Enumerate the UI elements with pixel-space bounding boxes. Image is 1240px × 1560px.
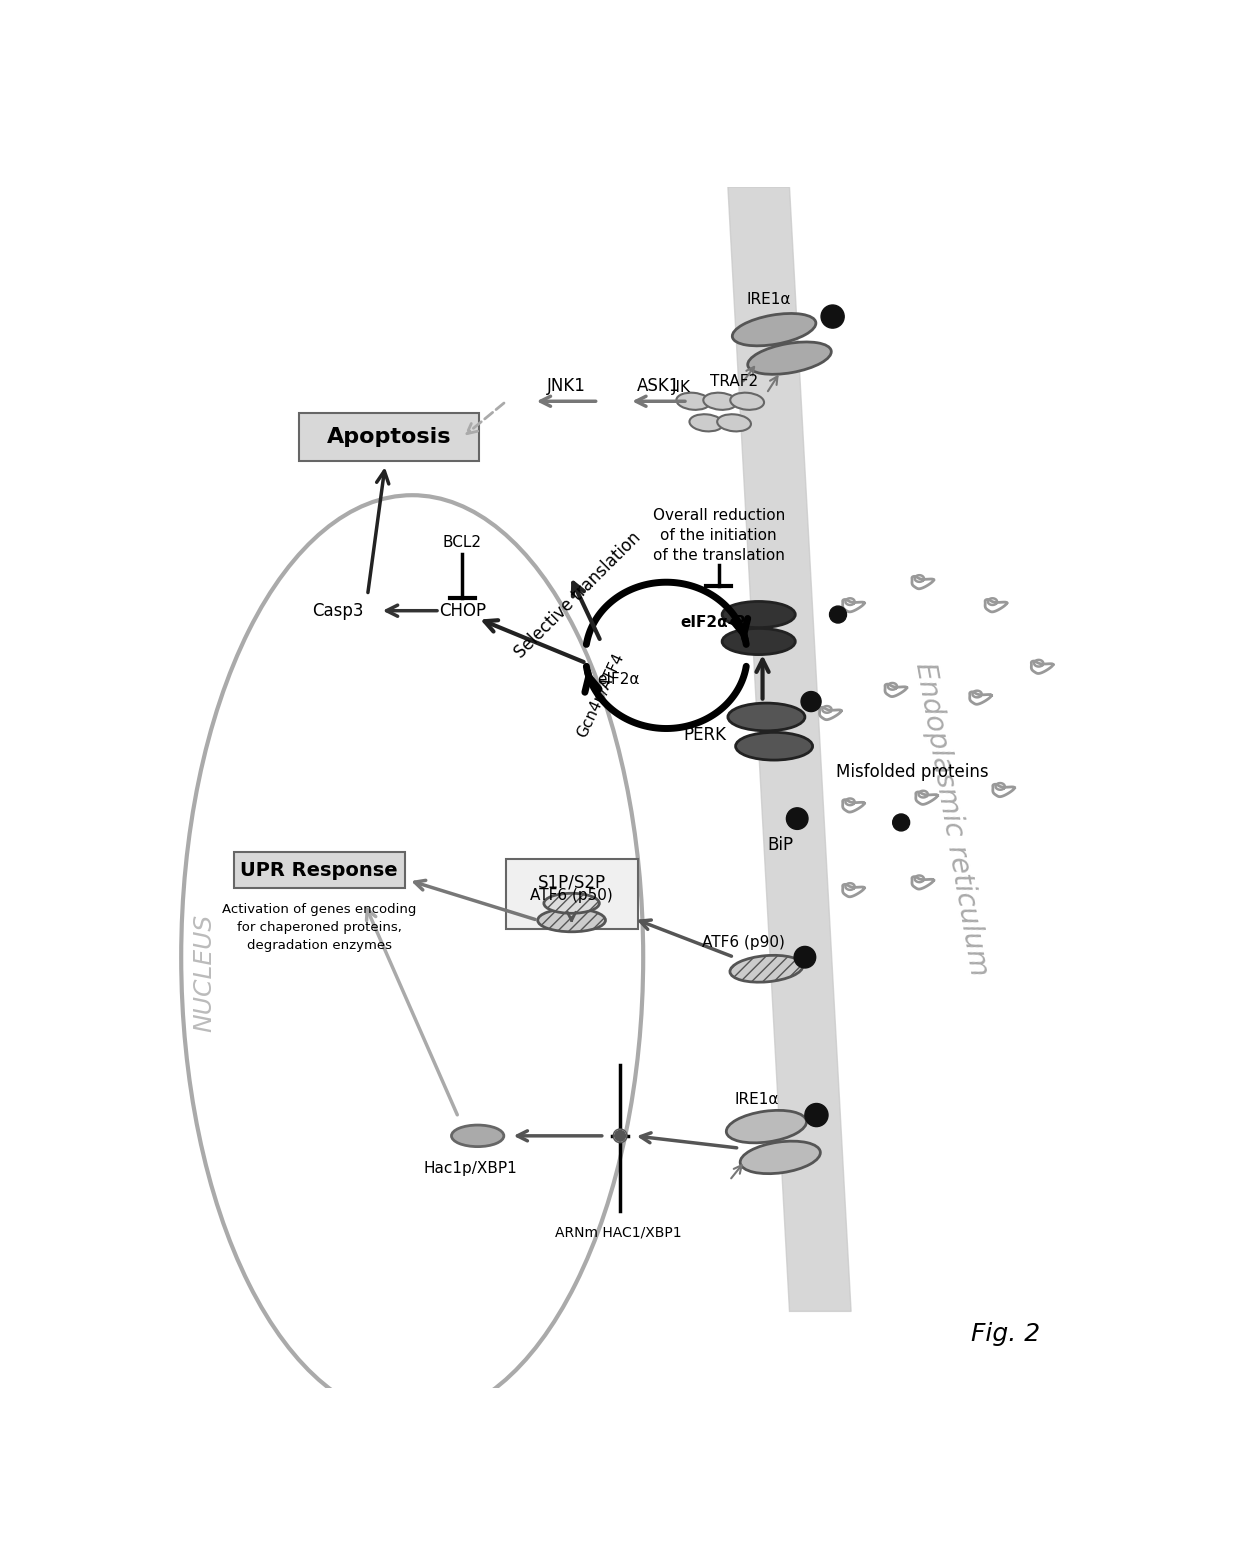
Text: Gcn4p/ATF4: Gcn4p/ATF4	[574, 651, 627, 739]
Ellipse shape	[733, 314, 816, 346]
FancyBboxPatch shape	[299, 413, 479, 460]
Text: UPR Response: UPR Response	[241, 861, 398, 880]
Text: IRE1α: IRE1α	[746, 292, 791, 307]
Text: Apoptosis: Apoptosis	[327, 427, 451, 448]
Ellipse shape	[730, 955, 802, 983]
Ellipse shape	[689, 415, 723, 432]
Text: Fig. 2: Fig. 2	[971, 1323, 1039, 1346]
Circle shape	[821, 306, 844, 328]
Text: IRE1α: IRE1α	[735, 1092, 780, 1108]
Circle shape	[794, 947, 816, 967]
Circle shape	[830, 607, 847, 622]
Text: CHOP: CHOP	[439, 602, 486, 619]
Ellipse shape	[717, 415, 751, 432]
Text: BiP: BiP	[768, 836, 794, 853]
Text: ATF6 (p50): ATF6 (p50)	[531, 888, 613, 903]
Circle shape	[805, 1103, 828, 1126]
Text: ASK1: ASK1	[637, 378, 681, 395]
Text: Activation of genes encoding
for chaperoned proteins,
degradation enzymes: Activation of genes encoding for chapero…	[222, 903, 417, 952]
Text: Overall reduction
of the initiation
of the translation: Overall reduction of the initiation of t…	[652, 509, 785, 563]
Text: ARNm HAC1/XBP1: ARNm HAC1/XBP1	[556, 1225, 682, 1239]
Ellipse shape	[722, 629, 795, 655]
Circle shape	[615, 1131, 625, 1142]
Polygon shape	[728, 187, 851, 1312]
Text: Endoplasmic reticulum: Endoplasmic reticulum	[910, 660, 992, 978]
Ellipse shape	[748, 342, 831, 374]
Circle shape	[801, 691, 821, 711]
Ellipse shape	[730, 393, 764, 410]
Text: Selective translation: Selective translation	[511, 529, 645, 661]
Ellipse shape	[703, 393, 737, 410]
Text: Misfolded proteins: Misfolded proteins	[837, 763, 990, 782]
Text: TRAF2: TRAF2	[711, 374, 758, 388]
Text: Casp3: Casp3	[312, 602, 363, 619]
Ellipse shape	[538, 908, 605, 931]
Text: JNK1: JNK1	[547, 378, 585, 395]
Text: eIF2α: eIF2α	[598, 672, 640, 688]
Ellipse shape	[727, 1111, 806, 1143]
Text: eIF2α-P: eIF2α-P	[680, 615, 745, 630]
FancyBboxPatch shape	[506, 860, 637, 930]
Ellipse shape	[451, 1125, 503, 1147]
Circle shape	[893, 814, 910, 831]
Ellipse shape	[676, 393, 711, 410]
Ellipse shape	[722, 602, 795, 627]
Circle shape	[615, 1131, 625, 1142]
Ellipse shape	[544, 894, 599, 913]
Ellipse shape	[728, 704, 805, 730]
Text: JIK: JIK	[672, 381, 691, 395]
Circle shape	[786, 808, 808, 830]
Text: S1P/S2P: S1P/S2P	[537, 874, 605, 891]
Ellipse shape	[740, 1142, 821, 1173]
Text: PERK: PERK	[683, 727, 727, 744]
Text: ATF6 (p90): ATF6 (p90)	[702, 934, 785, 950]
Text: Hac1p/XBP1: Hac1p/XBP1	[423, 1161, 517, 1176]
Text: BCL2: BCL2	[443, 535, 482, 551]
Ellipse shape	[735, 732, 812, 760]
Text: NUCLEUS: NUCLEUS	[192, 914, 216, 1031]
FancyBboxPatch shape	[233, 852, 404, 888]
